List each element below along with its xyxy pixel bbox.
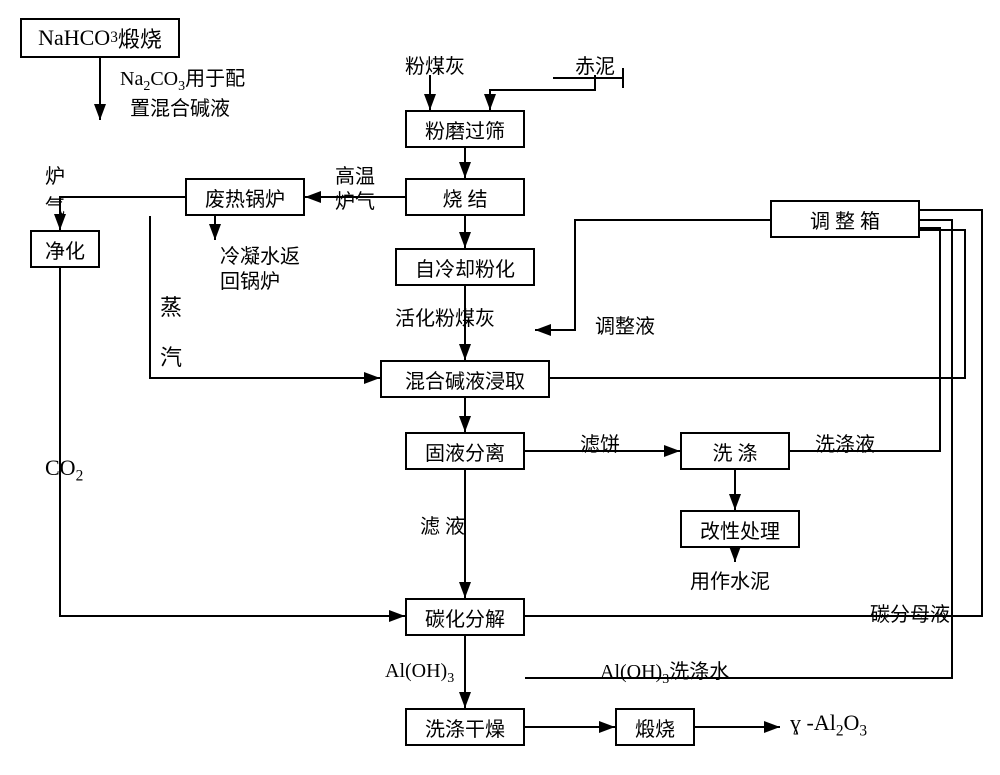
- box-boiler: 废热锅炉: [185, 178, 305, 216]
- arrow-2: [490, 75, 595, 110]
- label-gamma: ɣ -Al2O3: [790, 710, 867, 740]
- label-flyash: 粉煤灰: [405, 50, 465, 79]
- label-filtrate: 滤 液: [420, 510, 465, 539]
- label-na2co3b: 置混合碱液: [130, 92, 230, 121]
- arrow-20: [525, 210, 982, 616]
- label-aloh3: Al(OH)3: [385, 660, 454, 687]
- label-co2: CO2: [45, 455, 83, 485]
- box-calcine: 煅烧: [615, 708, 695, 746]
- box-sinter: 烧 结: [405, 178, 525, 216]
- box-carb: 碳化分解: [405, 598, 525, 636]
- label-carbmother: 碳分母液: [870, 598, 950, 627]
- arrow-10: [60, 268, 405, 616]
- label-steam2: 汽: [160, 340, 182, 372]
- label-aloh3wash: Al(OH)3洗涤水: [600, 655, 729, 688]
- box-leach: 混合碱液浸取: [380, 360, 550, 398]
- box-washdry: 洗涤干燥: [405, 708, 525, 746]
- arrow-13: [550, 230, 965, 378]
- label-washliq: 洗涤液: [815, 428, 875, 457]
- box-nahco3: NaHCO3煅烧: [20, 18, 180, 58]
- label-hitempgas: 炉气: [335, 185, 375, 214]
- label-cake: 滤饼: [580, 428, 620, 457]
- label-lugas1: 炉: [45, 160, 65, 189]
- box-selfcool: 自冷却粉化: [395, 248, 535, 286]
- label-steam1: 蒸: [160, 290, 182, 322]
- label-condret2: 回锅炉: [220, 265, 280, 294]
- arrow-8: [60, 197, 185, 230]
- box-modify: 改性处理: [680, 510, 800, 548]
- box-sep: 固液分离: [405, 432, 525, 470]
- box-purify: 净化: [30, 230, 100, 268]
- label-active: 活化粉煤灰: [395, 302, 495, 331]
- label-cement: 用作水泥: [690, 565, 770, 594]
- box-grind: 粉磨过筛: [405, 110, 525, 148]
- label-lugas2: 气: [45, 190, 65, 219]
- box-wash: 洗 涤: [680, 432, 790, 470]
- box-adjustbox: 调 整 箱: [770, 200, 920, 238]
- arrow-18: [790, 228, 940, 451]
- label-adjustliq: 调整液: [595, 310, 655, 339]
- label-redmud: 赤泥: [575, 50, 615, 79]
- label-na2co3: Na2CO3用于配: [120, 62, 245, 95]
